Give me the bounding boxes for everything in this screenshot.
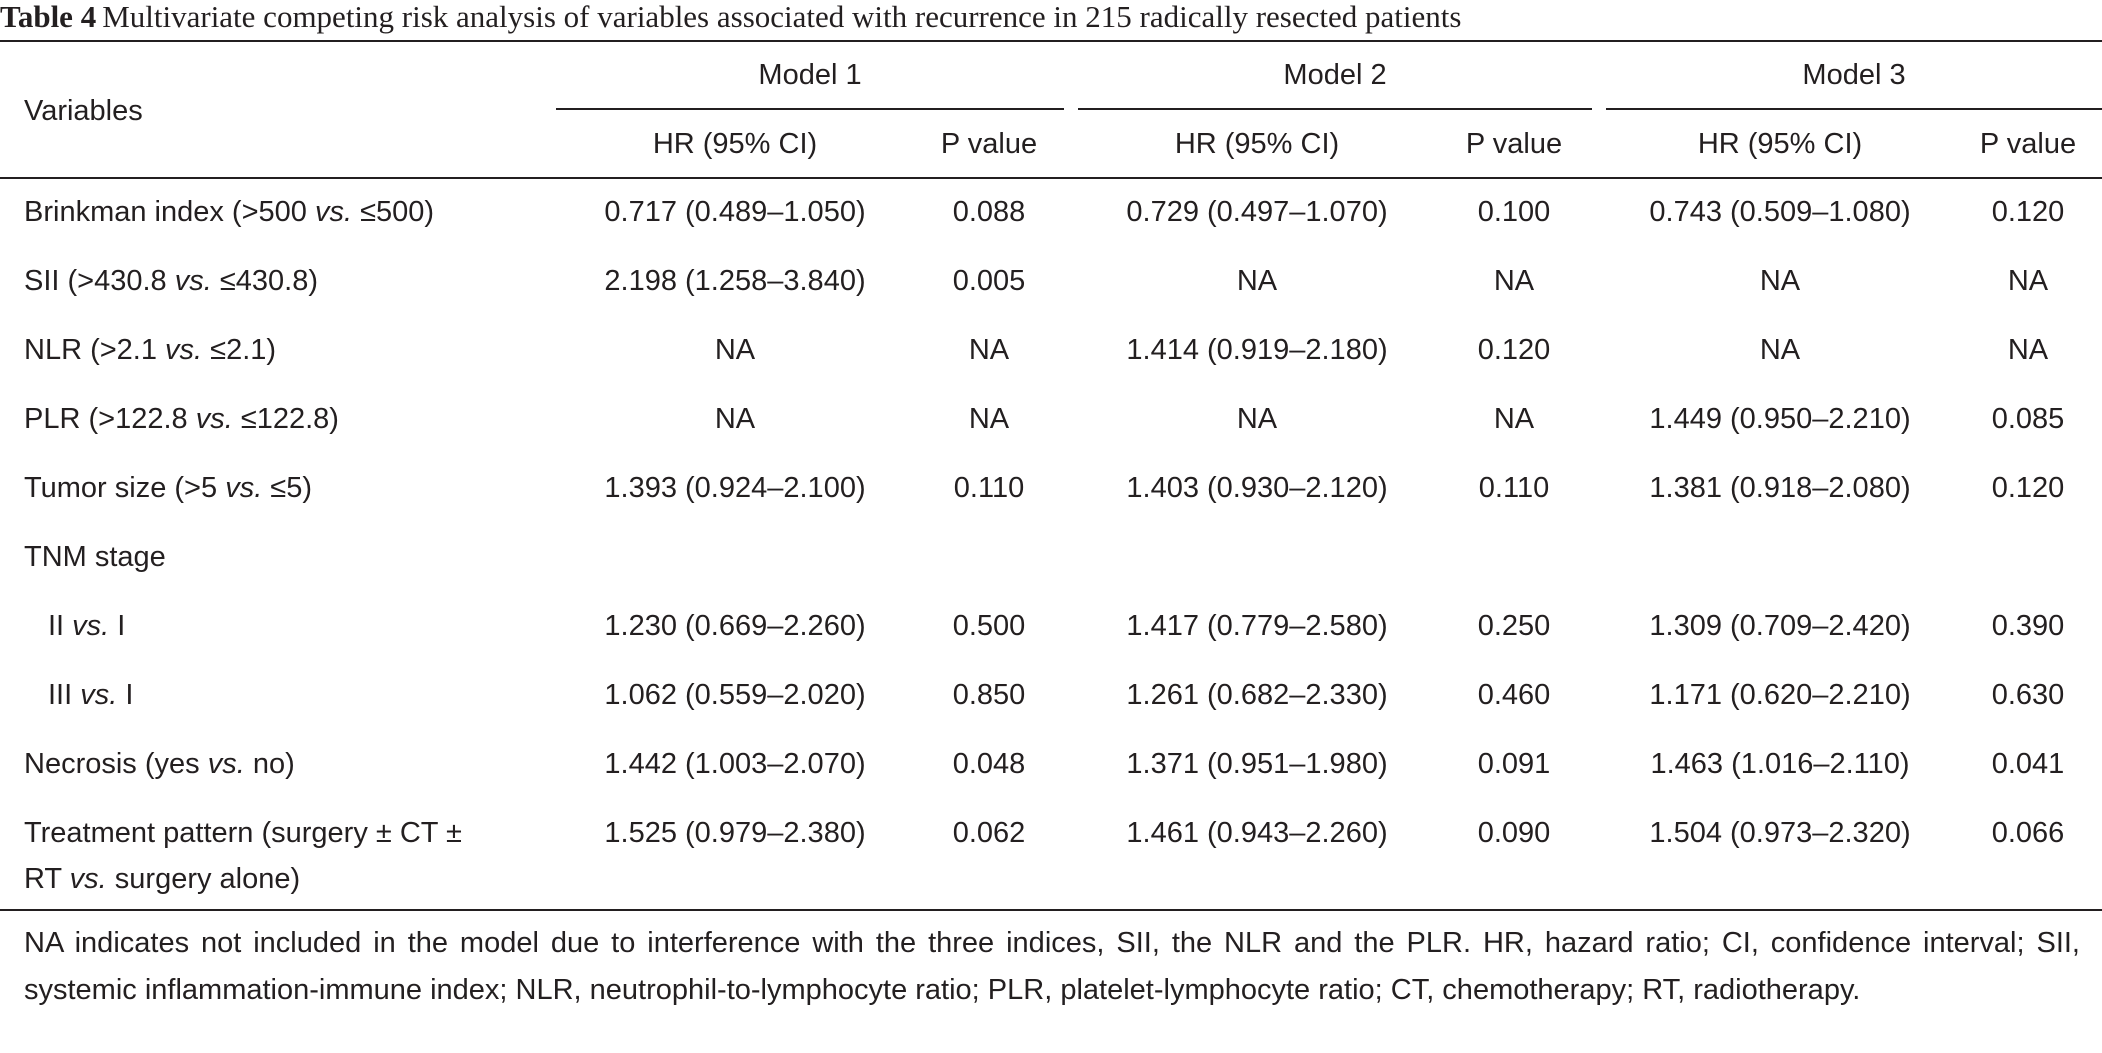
row-label: III vs. I	[48, 679, 134, 711]
value-hr-model-1: 0.717 (0.489–1.050)	[604, 196, 866, 228]
table-caption-label: Table 4	[0, 0, 97, 34]
value-hr-model-1: NA	[714, 403, 756, 435]
value-p-model-1: NA	[968, 403, 1010, 435]
value-p-model-1: 0.850	[952, 679, 1026, 711]
value-hr-model-3: NA	[1759, 265, 1801, 297]
value-hr-model-2: 1.403 (0.930–2.120)	[1126, 472, 1388, 504]
header-p-model-1: P value	[940, 128, 1038, 160]
table-caption: Table 4 Multivariate competing risk analy…	[0, 0, 1461, 40]
table-footnote: NA indicates not included in the model d…	[24, 927, 2080, 1006]
value-p-model-1: 0.062	[952, 817, 1026, 849]
value-hr-model-1: 1.062 (0.559–2.020)	[604, 679, 866, 711]
value-p-model-3: 0.041	[1991, 748, 2065, 780]
value-p-model-1: NA	[968, 334, 1010, 366]
header-p-model-2: P value	[1465, 128, 1563, 160]
value-p-model-3: 0.066	[1991, 817, 2065, 849]
header-hr-model-2: HR (95% CI)	[1174, 128, 1340, 160]
value-p-model-2: NA	[1493, 265, 1535, 297]
value-hr-model-1: 1.393 (0.924–2.100)	[604, 472, 866, 504]
value-hr-model-1: NA	[714, 334, 756, 366]
header-rule	[0, 177, 2102, 179]
table-caption-text: Multivariate competing risk analysis of …	[102, 0, 1462, 34]
row-label: PLR (>122.8 vs. ≤122.8)	[24, 403, 339, 435]
value-p-model-2: 0.250	[1477, 610, 1551, 642]
header-hr-model-1: HR (95% CI)	[652, 128, 818, 160]
value-p-model-3: 0.390	[1991, 610, 2065, 642]
value-hr-model-2: 1.461 (0.943–2.260)	[1126, 817, 1388, 849]
row-label: Brinkman index (>500 vs. ≤500)	[24, 196, 435, 228]
row-label: NLR (>2.1 vs. ≤2.1)	[24, 334, 277, 366]
value-hr-model-2: 1.414 (0.919–2.180)	[1126, 334, 1388, 366]
value-hr-model-3: 1.504 (0.973–2.320)	[1649, 817, 1911, 849]
row-label: Necrosis (yes vs. no)	[24, 748, 295, 780]
value-p-model-3: 0.630	[1991, 679, 2065, 711]
value-hr-model-2: 0.729 (0.497–1.070)	[1126, 196, 1388, 228]
value-p-model-2: 0.091	[1477, 748, 1551, 780]
row-label: Treatment pattern (surgery ± CT ±	[24, 817, 462, 849]
value-hr-model-3: 0.743 (0.509–1.080)	[1649, 196, 1911, 228]
row-label: II vs. I	[48, 610, 126, 642]
row-label-group: TNM stage	[24, 541, 166, 573]
value-p-model-1: 0.500	[952, 610, 1026, 642]
header-hr-model-3: HR (95% CI)	[1697, 128, 1863, 160]
row-label: SII (>430.8 vs. ≤430.8)	[24, 265, 319, 297]
value-p-model-1: 0.110	[953, 472, 1025, 504]
value-p-model-2: NA	[1493, 403, 1535, 435]
value-hr-model-3: 1.463 (1.016–2.110)	[1650, 748, 1910, 780]
value-hr-model-2: 1.371 (0.951–1.980)	[1126, 748, 1388, 780]
value-hr-model-3: 1.309 (0.709–2.420)	[1649, 610, 1911, 642]
value-hr-model-1: 1.525 (0.979–2.380)	[604, 817, 866, 849]
model-3-underline	[1606, 108, 2102, 110]
model-2-underline	[1078, 108, 1592, 110]
value-hr-model-1: 2.198 (1.258–3.840)	[604, 265, 866, 297]
value-hr-model-2: NA	[1236, 265, 1278, 297]
value-hr-model-2: 1.417 (0.779–2.580)	[1126, 610, 1388, 642]
value-hr-model-3: 1.381 (0.918–2.080)	[1649, 472, 1911, 504]
value-p-model-2: 0.110	[1478, 472, 1550, 504]
row-label-continued: RT vs. surgery alone)	[24, 863, 301, 895]
value-hr-model-3: NA	[1759, 334, 1801, 366]
header-model-1: Model 1	[758, 59, 862, 91]
model-1-underline	[556, 108, 1064, 110]
top-rule	[0, 40, 2102, 42]
value-p-model-3: 0.120	[1991, 472, 2065, 504]
value-hr-model-2: NA	[1236, 403, 1278, 435]
value-p-model-2: 0.100	[1477, 196, 1551, 228]
value-p-model-2: 0.090	[1477, 817, 1551, 849]
value-p-model-3: 0.120	[1991, 196, 2065, 228]
header-variables: Variables	[24, 95, 143, 127]
value-p-model-1: 0.088	[952, 196, 1026, 228]
value-p-model-1: 0.048	[952, 748, 1026, 780]
header-p-model-3: P value	[1979, 128, 2077, 160]
value-hr-model-3: 1.449 (0.950–2.210)	[1649, 403, 1911, 435]
value-hr-model-2: 1.261 (0.682–2.330)	[1126, 679, 1388, 711]
value-p-model-3: NA	[2007, 265, 2049, 297]
bottom-rule	[0, 909, 2102, 911]
value-p-model-2: 0.460	[1477, 679, 1551, 711]
header-model-3: Model 3	[1802, 59, 1906, 91]
row-label: Tumor size (>5 vs. ≤5)	[24, 472, 313, 504]
header-model-2: Model 2	[1283, 59, 1387, 91]
value-p-model-1: 0.005	[952, 265, 1026, 297]
value-hr-model-1: 1.230 (0.669–2.260)	[604, 610, 866, 642]
value-p-model-2: 0.120	[1477, 334, 1551, 366]
value-p-model-3: 0.085	[1991, 403, 2065, 435]
value-hr-model-3: 1.171 (0.620–2.210)	[1649, 679, 1911, 711]
value-hr-model-1: 1.442 (1.003–2.070)	[604, 748, 866, 780]
value-p-model-3: NA	[2007, 334, 2049, 366]
